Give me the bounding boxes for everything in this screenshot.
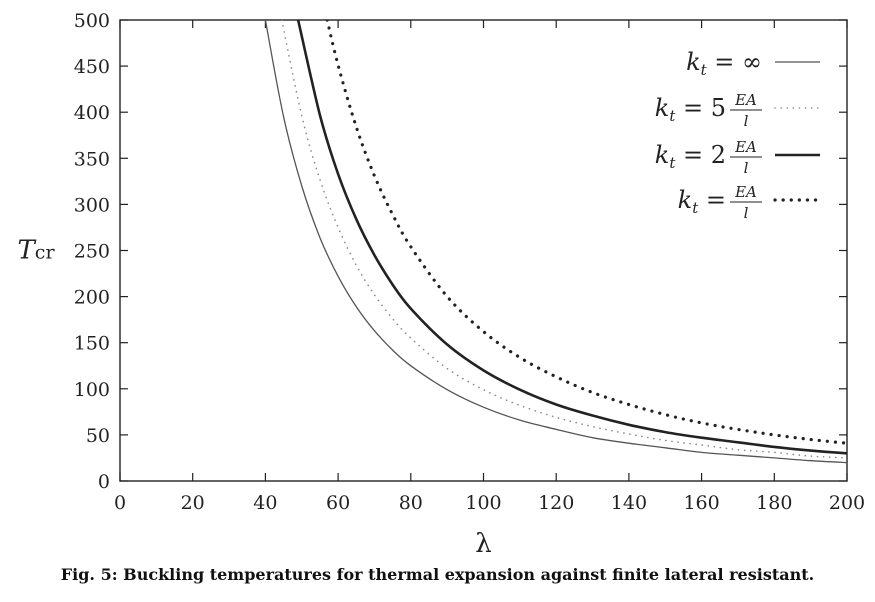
legend-label-1: kt = ∞ (686, 48, 762, 79)
legend-k: k (655, 141, 670, 169)
plot-frame (119, 19, 848, 482)
x-tick-label: 120 (538, 492, 574, 514)
legend-label-3: kt = 2 (655, 141, 726, 172)
x-tick-label: 60 (326, 492, 350, 514)
y-axis-label: Tcr (17, 236, 55, 266)
y-axis-label-sub: cr (35, 242, 56, 264)
x-axis-label: λ (475, 529, 491, 559)
legend-entry-3: EA l kt = 2 (655, 138, 762, 177)
legend-label-2: kt = 5 (655, 94, 726, 125)
legend-frac-num: EA (734, 91, 757, 109)
legend-frac-den: l (744, 159, 749, 177)
legend-k-sub: t (701, 61, 708, 79)
y-tick-label: 400 (74, 102, 110, 124)
legend-eq: = 2 (675, 141, 726, 169)
x-tick-label: 20 (181, 492, 205, 514)
series-lines (264, 20, 847, 464)
series-line-4 (325, 20, 847, 445)
series-line-2 (280, 20, 847, 459)
plot-border (119, 19, 848, 482)
y-tick-label: 200 (74, 287, 110, 309)
legend-k-sub: t (692, 199, 699, 217)
legend-k: k (686, 48, 701, 76)
legend-k-sub: t (669, 154, 676, 172)
y-tick-label: 350 (74, 148, 110, 170)
x-tick-label: 100 (465, 492, 501, 514)
x-tick-label: 180 (756, 492, 792, 514)
legend-frac-num: EA (734, 138, 757, 156)
y-tick-label: 50 (86, 425, 110, 447)
x-tick-label: 200 (829, 492, 865, 514)
legend-eq: = (698, 186, 726, 214)
y-tick-label: 150 (74, 333, 110, 355)
y-axis-label-main: T (17, 236, 36, 266)
x-tick-label: 40 (253, 492, 277, 514)
legend-frac-den: l (744, 204, 749, 222)
x-tick-label: 0 (114, 492, 126, 514)
y-tick-label: 250 (74, 241, 110, 263)
legend-label-4: kt = (678, 186, 726, 217)
legend-frac-den: l (744, 112, 749, 130)
chart: 0 20 40 60 80 100 120 140 160 180 200 0 50 100 150 200 2… (17, 10, 865, 559)
y-tick-label: 100 (74, 379, 110, 401)
legend-entry-4: EA l kt = (678, 183, 762, 222)
legend-frac-num: EA (734, 183, 757, 201)
figure-caption: Fig. 5: Buckling temperatures for therma… (60, 565, 815, 584)
x-tick-label: 160 (683, 492, 719, 514)
legend-entry-1: kt = ∞ (686, 48, 762, 79)
y-tick-label: 300 (74, 194, 110, 216)
y-tick-label: 500 (74, 10, 110, 32)
y-tick-label: 0 (98, 471, 110, 493)
legend-k: k (655, 94, 670, 122)
legend-eq: = 5 (675, 94, 726, 122)
legend-entry-2: EA l kt = 5 (655, 91, 762, 130)
legend-k: k (678, 186, 693, 214)
legend-eq: = ∞ (707, 48, 762, 76)
y-tick-label: 450 (74, 56, 110, 78)
axis-ticks: 0 20 40 60 80 100 120 140 160 180 200 0 50 100 150 200 2… (74, 10, 865, 514)
x-tick-label: 80 (399, 492, 423, 514)
series-line-3 (296, 20, 847, 455)
series-line-1 (264, 20, 847, 464)
legend-k-sub: t (669, 107, 676, 125)
x-tick-label: 140 (611, 492, 647, 514)
